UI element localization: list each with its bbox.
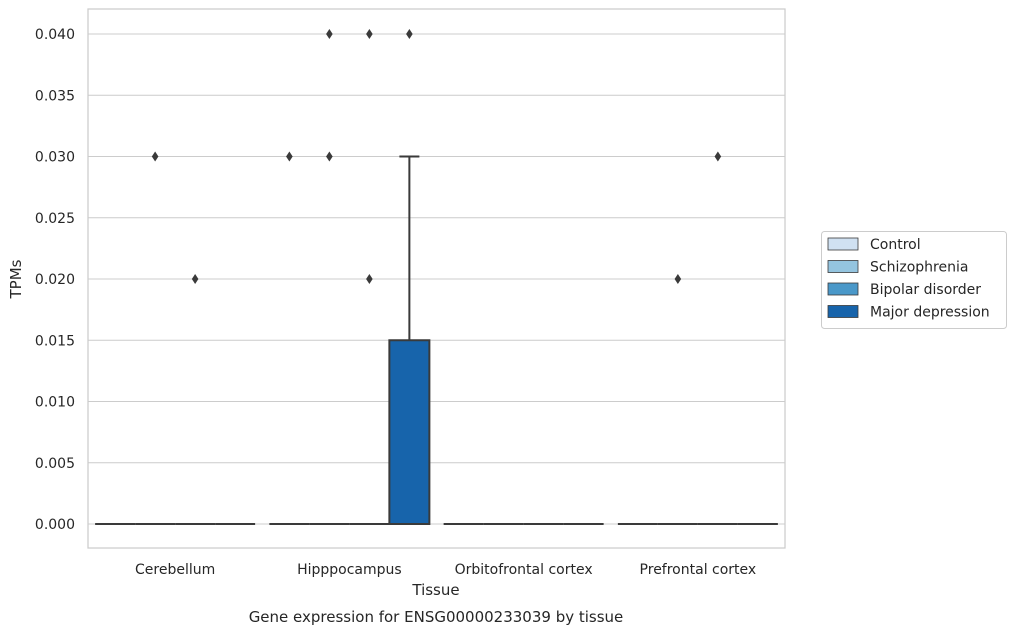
legend-swatch bbox=[827, 282, 859, 296]
legend-label: Schizophrenia bbox=[870, 260, 968, 276]
outlier-marker bbox=[191, 274, 199, 284]
y-axis-label: TPMs bbox=[7, 259, 25, 299]
legend-frame bbox=[821, 231, 1007, 329]
legend-label: Control bbox=[870, 237, 921, 253]
legend-swatch bbox=[827, 237, 859, 251]
boxes-layer bbox=[95, 29, 778, 525]
outlier-marker bbox=[326, 151, 333, 162]
outlier-marker bbox=[366, 274, 373, 284]
y-tick-label: 0.035 bbox=[35, 88, 75, 104]
legend-label: Bipolar disorder bbox=[870, 282, 981, 298]
y-tick-label: 0.015 bbox=[35, 333, 75, 349]
x-axis-label: Tissue bbox=[411, 581, 459, 599]
y-tick-label: 0.005 bbox=[35, 456, 75, 472]
y-tick-label: 0.040 bbox=[35, 27, 75, 43]
outlier-marker bbox=[286, 151, 293, 162]
box-body bbox=[388, 339, 431, 525]
outlier-marker bbox=[326, 29, 333, 39]
x-tick-label: Cerebellum bbox=[135, 562, 215, 578]
grid-layer bbox=[88, 33, 785, 525]
x-axis-ticks: Cerebellum Hipppocampus Orbitofrontal cort… bbox=[135, 562, 756, 578]
y-tick-label: 0.020 bbox=[35, 272, 75, 288]
legend-label: Major depression bbox=[870, 305, 990, 321]
y-axis-ticks: 0.000 0.005 0.010 0.015 0.020 0.025 0.030 0.035… bbox=[35, 27, 75, 533]
outlier-marker bbox=[674, 274, 682, 284]
x-tick-label: Orbitofrontal cortex bbox=[455, 562, 593, 578]
y-tick-label: 0.030 bbox=[35, 150, 75, 166]
x-tick-label: Prefrontal cortex bbox=[640, 562, 757, 578]
x-tick-label: Hipppocampus bbox=[297, 562, 402, 578]
outlier-marker bbox=[366, 29, 373, 39]
legend-swatch bbox=[827, 260, 859, 273]
legend: Control Schizophrenia Bipolar disorder Majo… bbox=[821, 231, 1007, 329]
legend-items: Control Schizophrenia Bipolar disorder Majo… bbox=[827, 237, 990, 321]
y-tick-label: 0.025 bbox=[35, 211, 75, 227]
outlier-marker bbox=[151, 151, 159, 162]
plot-area-frame bbox=[87, 8, 786, 549]
y-tick-label: 0.010 bbox=[35, 395, 75, 411]
figure-caption: Gene expression for ENSG00000233039 by t… bbox=[249, 608, 624, 626]
outlier-marker bbox=[406, 29, 413, 39]
y-tick-label: 0.000 bbox=[35, 517, 75, 533]
legend-swatch bbox=[827, 305, 859, 318]
outlier-marker bbox=[714, 151, 722, 162]
